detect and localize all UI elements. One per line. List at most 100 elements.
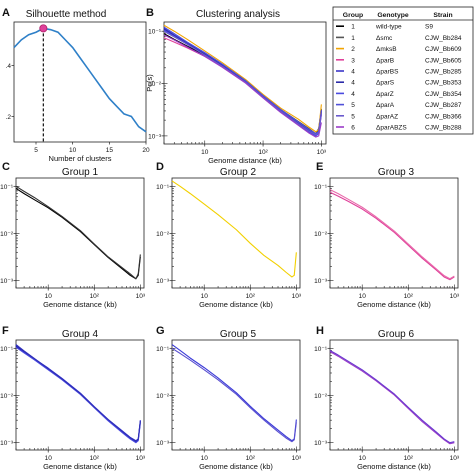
panel-h-title: Group 6: [378, 329, 415, 340]
x-tick-label: 10²: [246, 293, 256, 300]
y-tick-label: 10⁻²: [314, 231, 328, 238]
silhouette-line: [13, 27, 147, 133]
panel-d-letter: D: [156, 161, 164, 173]
legend-table: Group Genotype Strain 1 wild-type S9 1 Δsmc CJW_…: [332, 6, 474, 135]
plot-frame: [15, 177, 145, 289]
x-axis-label: Genome distance (kb): [199, 462, 273, 471]
chart-panel-h: 10 10² 10³ 10⁻¹ 10⁻² 10⁻³ Genome distance (kb): [314, 339, 460, 471]
x-axis-label: Genome distance (kb): [208, 156, 282, 165]
legend-group: 5: [351, 102, 355, 109]
plot-frame: [329, 339, 459, 451]
y-tick-label: 10⁻¹: [0, 346, 14, 353]
legend-row: 2 ΔmksB CJW_Bb609: [336, 46, 462, 53]
legend-row: 4 ΔparBS CJW_Bb285: [336, 69, 462, 76]
y-tick-label: 10⁻¹: [314, 184, 328, 191]
panel-g-title: Group 5: [220, 329, 257, 340]
panel-f-letter: F: [2, 325, 9, 337]
legend-strain: CJW_Bb605: [425, 57, 462, 64]
y-tick-label: 10⁻²: [314, 393, 328, 400]
plot-frame: [163, 21, 327, 145]
series-line-3: [163, 24, 322, 133]
x-tick-label: 15: [106, 147, 114, 154]
x-tick-label: 10²: [90, 293, 100, 300]
chart-panel-b: 10 10² 10³ 10⁻¹ 10⁻² 10⁻³ Genome distance (kb)…: [145, 21, 327, 165]
series-line-2: [329, 349, 455, 444]
x-tick-label: 10: [45, 455, 53, 462]
legend-row: 6 ΔparABZS CJW_Bb288: [336, 125, 462, 132]
x-tick-label: 10³: [136, 455, 146, 462]
legend-strain: CJW_Bb288: [425, 125, 462, 132]
panel-e-title: Group 3: [378, 167, 415, 178]
y-axis-label: Pc(s): [145, 74, 154, 92]
x-tick-label: 10³: [450, 455, 460, 462]
y-tick-label: 10⁻²: [148, 81, 162, 88]
legend-genotype: ΔparA: [376, 102, 395, 109]
x-axis-label: Genome distance (kb): [43, 462, 117, 471]
x-tick-label: 10: [359, 455, 367, 462]
y-tick-label: 10⁻³: [314, 440, 328, 447]
plot-frame: [171, 339, 301, 451]
legend-group: 1: [351, 35, 355, 42]
panel-g-letter: G: [156, 325, 165, 337]
legend-genotype: ΔmksB: [376, 46, 397, 53]
legend-header-genotype: Genotype: [377, 12, 409, 19]
y-tick-label: 10⁻¹: [156, 184, 170, 191]
series-line-4: [163, 37, 322, 136]
x-tick-label: 10²: [404, 293, 414, 300]
panel-e-letter: E: [316, 161, 323, 173]
y-tick-label: 10⁻³: [156, 440, 170, 447]
legend-border: [332, 6, 474, 135]
legend-genotype: ΔparAZ: [376, 113, 398, 120]
panel-c-letter: C: [2, 161, 10, 173]
y-tick-label: 10⁻³: [0, 278, 14, 285]
legend-group: 4: [351, 69, 355, 76]
panel-a-title: Silhouette method: [26, 9, 107, 20]
x-axis-label: Number of clusters: [49, 154, 112, 163]
y-tick-label: 10⁻¹: [156, 346, 170, 353]
x-tick-label: 10: [45, 293, 53, 300]
x-axis-label: Genome distance (kb): [199, 300, 273, 309]
legend-strain: CJW_Bb366: [425, 113, 462, 120]
legend-genotype: Δsmc: [376, 35, 393, 42]
plot-frame: [13, 21, 147, 143]
series-line-9: [163, 30, 322, 136]
legend-group: 6: [351, 125, 355, 132]
legend-row: 1 Δsmc CJW_Bb284: [336, 35, 462, 42]
y-tick-label: 10⁻¹: [148, 29, 162, 36]
legend-group: 5: [351, 113, 355, 120]
panel-d-title: Group 2: [220, 167, 257, 178]
panel-h-letter: H: [316, 325, 324, 337]
legend-group: 1: [351, 24, 355, 31]
x-tick-label: 10²: [258, 149, 268, 156]
y-tick-label: .4: [6, 63, 12, 70]
legend-strain: CJW_Bb284: [425, 35, 462, 42]
x-tick-label: 10: [69, 147, 77, 154]
x-tick-label: 10²: [90, 455, 100, 462]
chart-panel-c: 10 10² 10³ 10⁻¹ 10⁻² 10⁻³ Genome distance (kb): [0, 177, 146, 309]
y-tick-label: 10⁻²: [0, 393, 14, 400]
x-tick-label: 20: [142, 147, 150, 154]
legend-strain: CJW_Bb285: [425, 69, 462, 76]
series-line-1: [171, 180, 297, 278]
series-line-4: [15, 344, 141, 442]
series-line-1: [329, 191, 455, 281]
legend-strain: CJW_Bb354: [425, 91, 462, 98]
legend-row: 1 wild-type S9: [336, 24, 433, 31]
chart-panel-g: 10 10² 10³ 10⁻¹ 10⁻² 10⁻³ Genome distance (kb): [156, 339, 302, 471]
legend-genotype: ΔparZ: [376, 91, 394, 98]
y-tick-label: 10⁻³: [0, 440, 14, 447]
chart-panel-d: 10 10² 10³ 10⁻¹ 10⁻² 10⁻³ Genome distance (kb): [156, 177, 302, 309]
x-axis-label: Genome distance (kb): [357, 300, 431, 309]
y-tick-label: 10⁻¹: [0, 184, 14, 191]
y-tick-label: 10⁻¹: [314, 346, 328, 353]
legend-row: 4 ΔparZ CJW_Bb354: [336, 91, 462, 98]
x-tick-label: 10³: [136, 293, 146, 300]
series-line-2: [329, 189, 455, 280]
legend-strain: CJW_Bb609: [425, 46, 462, 53]
y-tick-label: .2: [6, 114, 12, 121]
legend-group: 4: [351, 80, 355, 87]
y-tick-label: 10⁻²: [156, 231, 170, 238]
legend-genotype: ΔparB: [376, 57, 394, 64]
